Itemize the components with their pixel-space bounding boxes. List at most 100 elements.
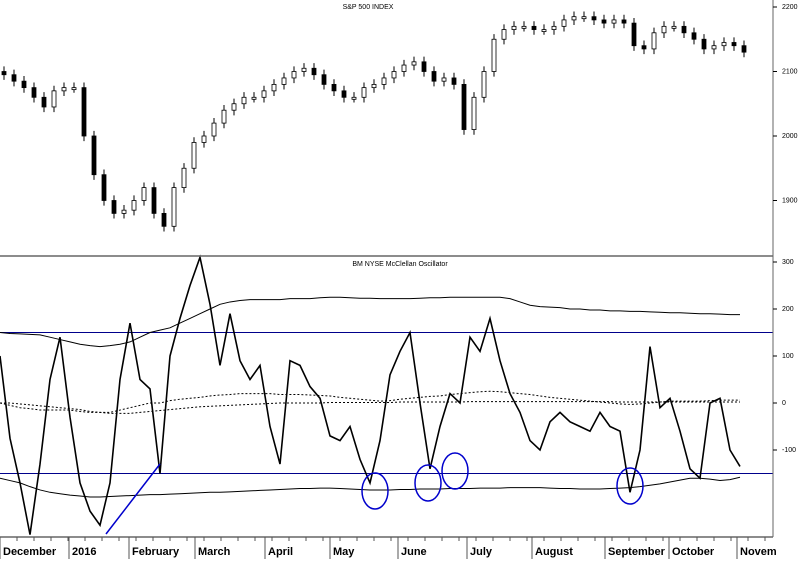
x-tick-label: July: [470, 546, 493, 558]
candle-body: [131, 200, 137, 211]
candle-body: [551, 25, 557, 30]
candle-body: [451, 77, 457, 85]
candle-body: [381, 77, 387, 85]
oscillator-title: BM NYSE McClellan Oscillator: [352, 261, 448, 268]
candle-body: [241, 96, 247, 105]
candle-body: [661, 25, 667, 34]
y-tick-label: 300: [782, 259, 794, 266]
candle-body: [361, 87, 367, 98]
candle-body: [501, 29, 507, 40]
candle-body: [11, 74, 17, 82]
oscillator-line: [0, 254, 741, 535]
y-tick-label: 2000: [782, 133, 798, 140]
candle-body: [211, 122, 217, 137]
candle-body: [651, 32, 657, 50]
y-tick-label: 0: [782, 400, 786, 407]
candle-body: [681, 25, 687, 34]
candle-body: [171, 187, 177, 227]
candle-body: [251, 96, 257, 100]
candle-body: [31, 87, 37, 98]
x-tick-label: Novem: [740, 546, 777, 558]
x-tick-label: December: [3, 546, 57, 558]
candle-body: [311, 67, 317, 76]
candle-body: [181, 167, 187, 189]
y-tick-label: 2200: [782, 4, 798, 11]
candle-body: [1, 71, 7, 76]
candle-body: [731, 42, 737, 47]
candle-body: [671, 25, 677, 29]
candle-body: [21, 80, 27, 89]
candle-body: [421, 61, 427, 72]
candle-body: [701, 38, 707, 50]
y-tick-label: -100: [782, 447, 796, 454]
candle-body: [141, 187, 147, 201]
sp500-panel: [1, 11, 747, 232]
candle-body: [461, 84, 467, 130]
candle-body: [161, 212, 167, 227]
candle-body: [121, 209, 127, 214]
trend-line: [105, 463, 161, 535]
candle-body: [231, 103, 237, 111]
candle-body: [741, 45, 747, 53]
candle-body: [301, 67, 307, 72]
x-tick-label: June: [401, 546, 427, 558]
candle-body: [391, 71, 397, 79]
y-tick-label: 2100: [782, 69, 798, 76]
candle-body: [261, 90, 267, 98]
x-tick-label: October: [672, 546, 715, 558]
candle-body: [721, 42, 727, 47]
annotations: [105, 452, 644, 535]
highlight-circle: [361, 472, 389, 510]
dashed-line: [0, 390, 740, 413]
candle-body: [561, 19, 567, 27]
x-tick-label: September: [608, 546, 666, 558]
candle-body: [71, 87, 77, 91]
candle-body: [521, 25, 527, 29]
candle-body: [511, 25, 517, 30]
candle-body: [41, 96, 47, 108]
candle-body: [641, 45, 647, 50]
candle-body: [441, 77, 447, 82]
candle-body: [431, 71, 437, 82]
upper-band-line: [0, 296, 740, 348]
candle-body: [81, 87, 87, 137]
candle-body: [691, 32, 697, 40]
candle-body: [111, 200, 117, 214]
candle-body: [61, 87, 67, 92]
candle-body: [271, 84, 277, 92]
candle-body: [541, 29, 547, 32]
candle-body: [351, 96, 357, 100]
candle-body: [571, 16, 577, 21]
candle-body: [581, 16, 587, 20]
dashed-line: [0, 401, 740, 414]
x-tick-label: April: [268, 546, 293, 558]
candle-body: [711, 45, 717, 50]
candle-body: [621, 19, 627, 24]
candle-body: [471, 96, 477, 130]
x-tick-labels: December 2016 February March April May June Jul…: [0, 537, 777, 559]
candle-body: [221, 109, 227, 124]
candle-body: [291, 71, 297, 79]
x-tick-label: March: [198, 546, 231, 558]
x-tick-label: May: [333, 546, 355, 558]
candle-body: [611, 19, 617, 24]
y-tick-label: 1900: [782, 198, 798, 205]
candle-body: [411, 61, 417, 66]
sp500-title: S&P 500 INDEX: [343, 4, 394, 11]
candle-body: [91, 135, 97, 176]
y-tick-label: 100: [782, 353, 794, 360]
y-tick-label: 200: [782, 306, 794, 313]
candle-body: [371, 84, 377, 89]
candle-body: [281, 77, 287, 85]
candle-body: [201, 135, 207, 143]
candle-body: [601, 19, 607, 24]
candle-body: [51, 90, 57, 108]
candle-body: [151, 187, 157, 214]
candle-body: [101, 174, 107, 201]
candle-body: [531, 25, 537, 30]
candle-body: [321, 74, 327, 85]
highlight-circle: [616, 467, 644, 505]
x-tick-label: August: [535, 546, 573, 558]
